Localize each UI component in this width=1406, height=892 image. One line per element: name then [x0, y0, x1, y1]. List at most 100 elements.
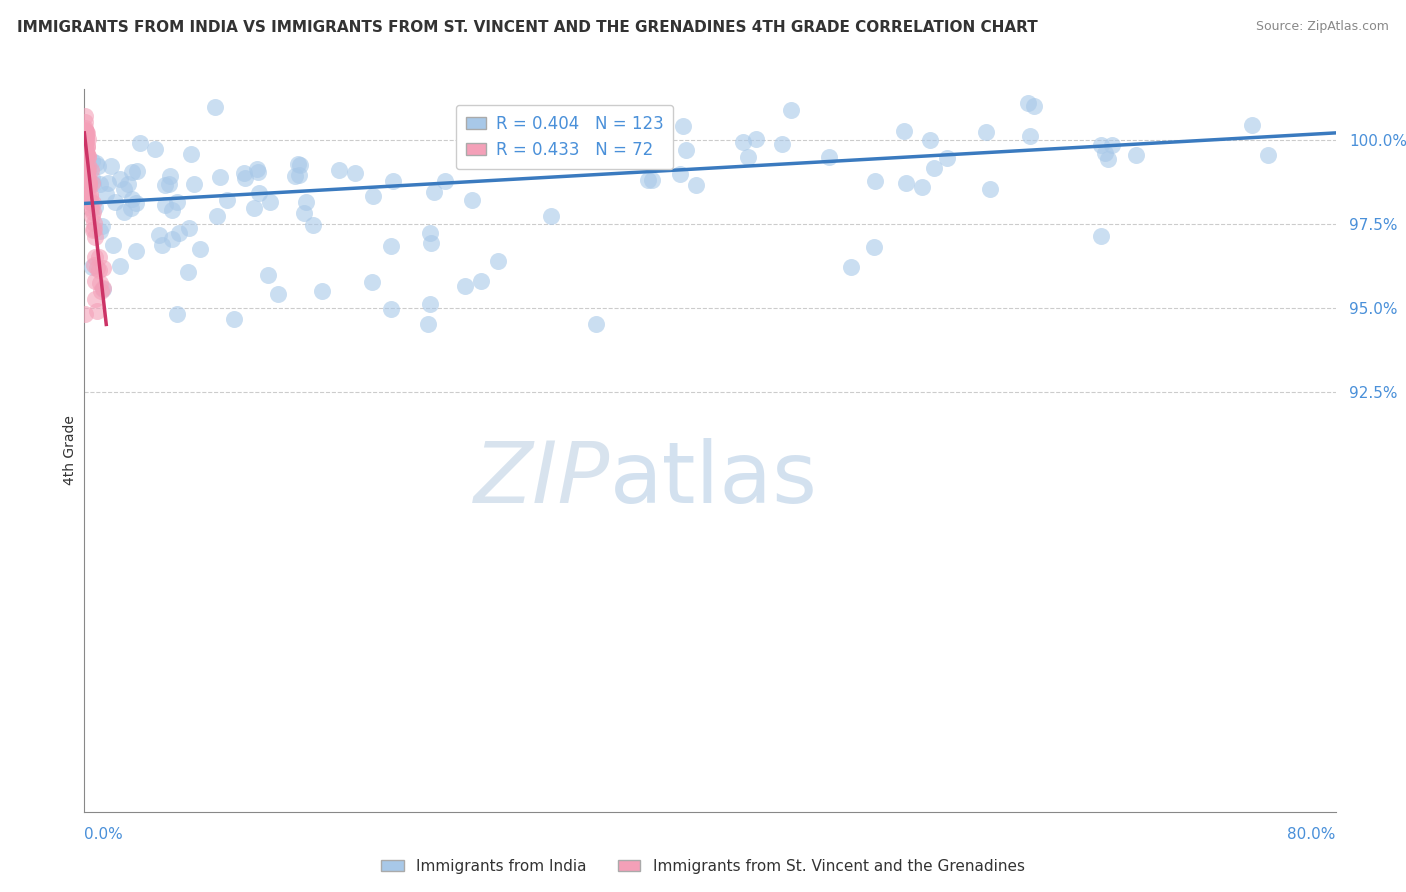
Point: [150, 238, 173, 252]
Text: atlas: atlas: [610, 438, 818, 521]
Point: [79, 190, 101, 204]
Point: [737, 150, 759, 164]
Point: [492, 153, 515, 168]
Text: Source: ZipAtlas.com: Source: ZipAtlas.com: [1256, 20, 1389, 33]
Point: [224, 312, 246, 326]
Point: [83, 222, 105, 236]
Point: [104, 195, 127, 210]
Point: [292, 206, 315, 220]
Point: [103, 238, 125, 252]
Point: [91, 280, 114, 294]
Point: [1094, 145, 1116, 160]
Point: [675, 144, 697, 158]
Point: [77, 179, 100, 194]
Point: [247, 186, 270, 200]
Point: [1097, 152, 1119, 166]
Point: [287, 168, 309, 182]
Point: [77, 169, 100, 184]
Point: [246, 162, 269, 177]
Point: [160, 203, 183, 218]
Point: [155, 198, 177, 212]
Point: [121, 165, 143, 179]
Point: [419, 226, 441, 240]
Point: [979, 182, 1001, 196]
Point: [159, 178, 181, 192]
Point: [779, 103, 801, 117]
Point: [112, 182, 135, 196]
Point: [380, 301, 402, 316]
Point: [86, 304, 108, 318]
Point: [420, 236, 443, 251]
Point: [893, 124, 915, 138]
Point: [84, 229, 107, 244]
Point: [896, 176, 918, 190]
Point: [177, 221, 200, 235]
Point: [73, 141, 96, 155]
Point: [80, 176, 103, 190]
Point: [73, 115, 96, 129]
Point: [82, 223, 104, 237]
Point: [159, 169, 181, 183]
Point: [453, 279, 475, 293]
Point: [839, 260, 862, 275]
Point: [108, 259, 131, 273]
Point: [637, 173, 659, 187]
Point: [284, 169, 307, 184]
Point: [1022, 99, 1045, 113]
Point: [209, 170, 232, 185]
Point: [233, 171, 256, 186]
Point: [75, 162, 97, 177]
Text: 0.0%: 0.0%: [84, 827, 124, 842]
Point: [73, 153, 96, 167]
Point: [180, 147, 202, 161]
Point: [77, 178, 100, 193]
Point: [82, 260, 104, 275]
Point: [77, 175, 100, 189]
Legend: R = 0.404   N = 123, R = 0.433   N = 72: R = 0.404 N = 123, R = 0.433 N = 72: [456, 104, 673, 169]
Point: [80, 162, 103, 177]
Y-axis label: 4th Grade: 4th Grade: [63, 416, 77, 485]
Point: [75, 153, 97, 167]
Point: [121, 193, 143, 207]
Point: [90, 284, 112, 298]
Point: [166, 195, 188, 210]
Point: [922, 161, 945, 175]
Point: [91, 282, 114, 296]
Point: [79, 186, 101, 201]
Point: [77, 177, 100, 191]
Point: [288, 158, 311, 172]
Point: [82, 171, 104, 186]
Point: [87, 160, 110, 174]
Point: [75, 146, 97, 161]
Point: [75, 110, 97, 124]
Point: [266, 286, 288, 301]
Point: [76, 194, 98, 209]
Point: [82, 177, 104, 191]
Point: [117, 178, 139, 192]
Point: [86, 260, 108, 275]
Text: ZIP: ZIP: [474, 438, 610, 521]
Point: [75, 132, 97, 146]
Point: [242, 201, 264, 215]
Point: [73, 124, 96, 138]
Point: [73, 137, 96, 152]
Point: [311, 285, 333, 299]
Point: [82, 195, 104, 210]
Point: [817, 150, 839, 164]
Point: [73, 136, 96, 150]
Point: [73, 121, 96, 136]
Point: [343, 166, 366, 180]
Point: [671, 119, 693, 133]
Point: [486, 254, 509, 268]
Point: [863, 174, 886, 188]
Point: [80, 201, 103, 215]
Point: [87, 250, 110, 264]
Point: [770, 137, 793, 152]
Point: [217, 193, 239, 207]
Text: IMMIGRANTS FROM INDIA VS IMMIGRANTS FROM ST. VINCENT AND THE GRENADINES 4TH GRAD: IMMIGRANTS FROM INDIA VS IMMIGRANTS FROM…: [17, 20, 1038, 35]
Point: [911, 179, 934, 194]
Point: [540, 209, 562, 223]
Point: [1017, 95, 1039, 110]
Point: [76, 167, 98, 181]
Point: [75, 143, 97, 157]
